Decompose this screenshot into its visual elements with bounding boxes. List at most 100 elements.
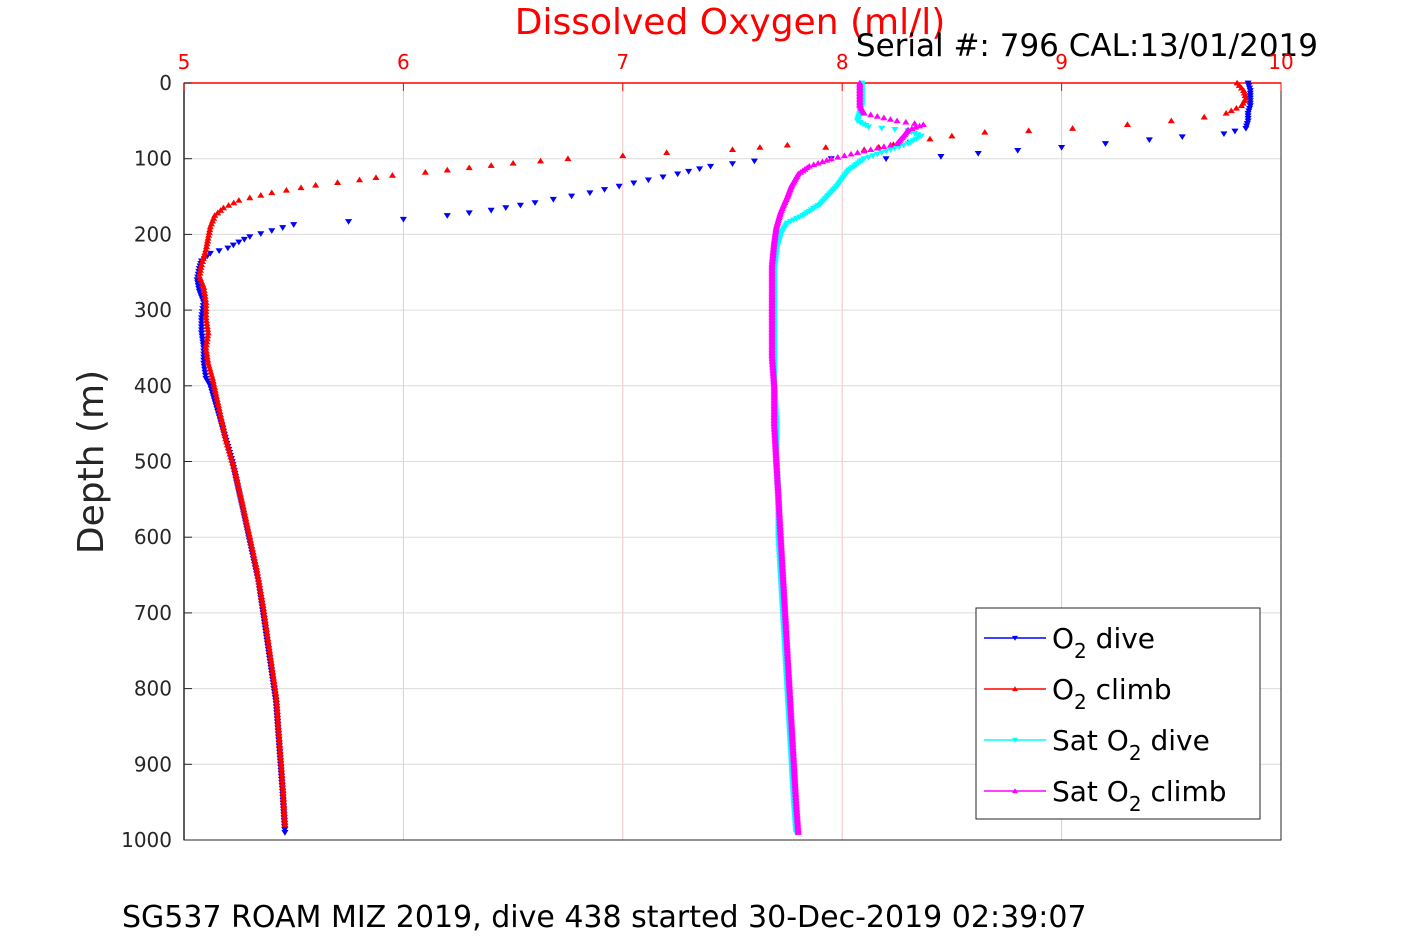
y-tick-label: 0 [159,71,172,95]
data-point [891,127,899,133]
data-point [867,111,875,118]
data-point [1123,121,1131,128]
y-ticks: 0 100 200 300 400 500 600 700 800 900 1000 [121,71,192,852]
x-tick-label: 10 [1268,50,1293,74]
data-point [902,118,910,125]
data-point [240,236,248,243]
legend-entry-sat-o2-dive: Sat O2 dive [984,724,1210,765]
legend-entry-sat-o2-climb: Sat O2 climb [984,775,1227,816]
data-point [814,159,822,166]
data-point [536,157,545,164]
data-point [549,196,557,203]
legend-entry-o2-dive: O2 dive [984,622,1155,663]
data-point [388,172,396,178]
data-point [372,174,380,181]
data-point [893,140,901,146]
data-point [900,142,908,149]
data-point [224,245,232,252]
data-point [1101,141,1110,147]
data-point [860,147,868,154]
data-point [198,333,206,340]
data-point [1014,147,1022,154]
y-tick-label: 700 [134,601,172,625]
y-tick-label: 400 [134,374,172,398]
data-point [937,154,945,160]
data-point [880,143,888,149]
data-point [886,116,895,122]
data-point [281,821,289,828]
data-point [1231,128,1239,135]
data-point [215,248,223,254]
data-point [834,153,842,160]
legend-label: O2 climb [1052,673,1172,714]
data-point [840,152,848,159]
data-point [214,209,222,216]
data-point [246,234,254,240]
data-point [1069,125,1077,131]
y-axis-label: Depth (m) [71,370,112,554]
data-point [864,124,873,131]
data-point [1145,137,1153,144]
data-point [1167,117,1175,124]
data-point [465,210,473,217]
x-tick-label: 8 [836,50,849,74]
data-point [235,197,243,203]
data-point [880,114,888,121]
data-point [1237,102,1246,109]
legend-label: O2 dive [1052,622,1155,663]
series-sat-o2-climb [768,79,927,835]
data-point [886,141,895,148]
chart-footer: SG537 ROAM MIZ 2019, dive 438 started 30… [122,900,1087,935]
data-point [1227,107,1235,114]
data-point [926,135,934,142]
legend-marker [1012,737,1018,743]
y-tick-label: 800 [134,677,172,701]
data-point [904,141,912,147]
data-point [912,124,920,130]
data-point [230,199,238,206]
data-point [201,372,210,379]
x-tick-label: 6 [397,50,410,74]
data-point [219,204,228,211]
data-point [893,117,901,124]
data-point [685,168,693,175]
y-tick-label: 500 [134,450,172,474]
data-point [443,166,451,173]
data-point [345,219,353,225]
data-point [783,141,791,148]
data-point [355,176,364,183]
data-point [882,156,890,162]
data-point [196,291,204,298]
data-point [487,207,495,214]
legend-label: Sat O2 climb [1052,775,1227,816]
data-point [867,146,875,153]
data-point [195,285,203,292]
legend-label: Sat O2 dive [1052,724,1210,765]
data-point [981,128,989,135]
data-point [198,327,206,334]
legend-box [975,607,1261,820]
grid [183,82,1282,841]
data-point [257,192,265,198]
data-point [564,155,572,162]
data-point [281,830,289,836]
data-point [229,242,237,249]
data-point [728,146,737,153]
y-tick-label: 200 [134,222,172,246]
data-point [399,216,407,223]
data-point [827,155,835,162]
data-point [1058,144,1066,151]
data-point [290,222,298,228]
data-point [873,144,881,151]
chart-subtitle: Serial #: 796 CAL:13/01/2019 [856,28,1318,64]
data-point [869,153,877,159]
legend-marker [1012,635,1018,641]
data-point [568,193,576,200]
data-point [750,158,758,165]
data-point [600,187,609,193]
data-point [334,179,342,185]
data-point [1200,113,1208,120]
legend-marker [1012,788,1018,794]
data-point [268,228,276,234]
data-point [217,207,225,213]
